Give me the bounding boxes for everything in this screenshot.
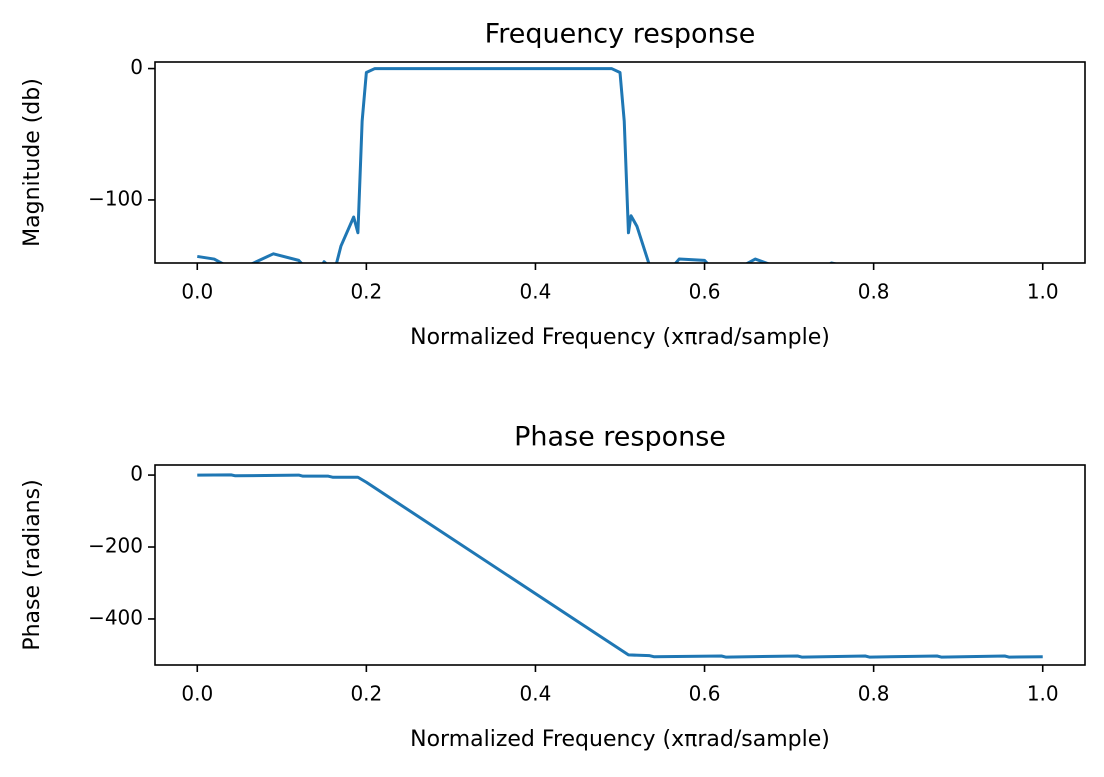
x-tick-label: 0.2 [350,682,382,706]
y-tick-label: −400 [88,605,143,629]
x-tick-label: 0.0 [181,682,213,706]
x-tick-label: 0.6 [689,280,721,304]
x-tick-label: 1.0 [1027,682,1059,706]
chart-title: Phase response [514,422,726,453]
chart-title: Frequency response [485,19,756,50]
x-tick-label: 0.4 [520,682,552,706]
y-axis-label: Magnitude (db) [20,78,45,247]
x-tick-label: 0.8 [858,682,890,706]
data-line [197,67,900,263]
x-tick-label: 0.2 [350,280,382,304]
y-tick-label: −200 [88,534,143,558]
x-tick-label: 0.4 [520,280,552,304]
axes-frame [154,61,1086,264]
x-axis-label: Normalized Frequency (xπrad/sample) [410,727,830,752]
y-axis-label: Phase (radians) [20,479,45,650]
data-line [197,473,1043,659]
y-tick-label: −100 [88,186,143,210]
x-tick-label: 0.0 [181,280,213,304]
x-tick-label: 0.8 [858,280,890,304]
x-tick-label: 0.6 [689,682,721,706]
axes-frame [154,464,1086,666]
y-tick-label: 0 [130,462,143,486]
x-tick-label: 1.0 [1027,280,1059,304]
x-axis-label: Normalized Frequency (xπrad/sample) [410,325,830,350]
y-tick-label: 0 [130,55,143,79]
